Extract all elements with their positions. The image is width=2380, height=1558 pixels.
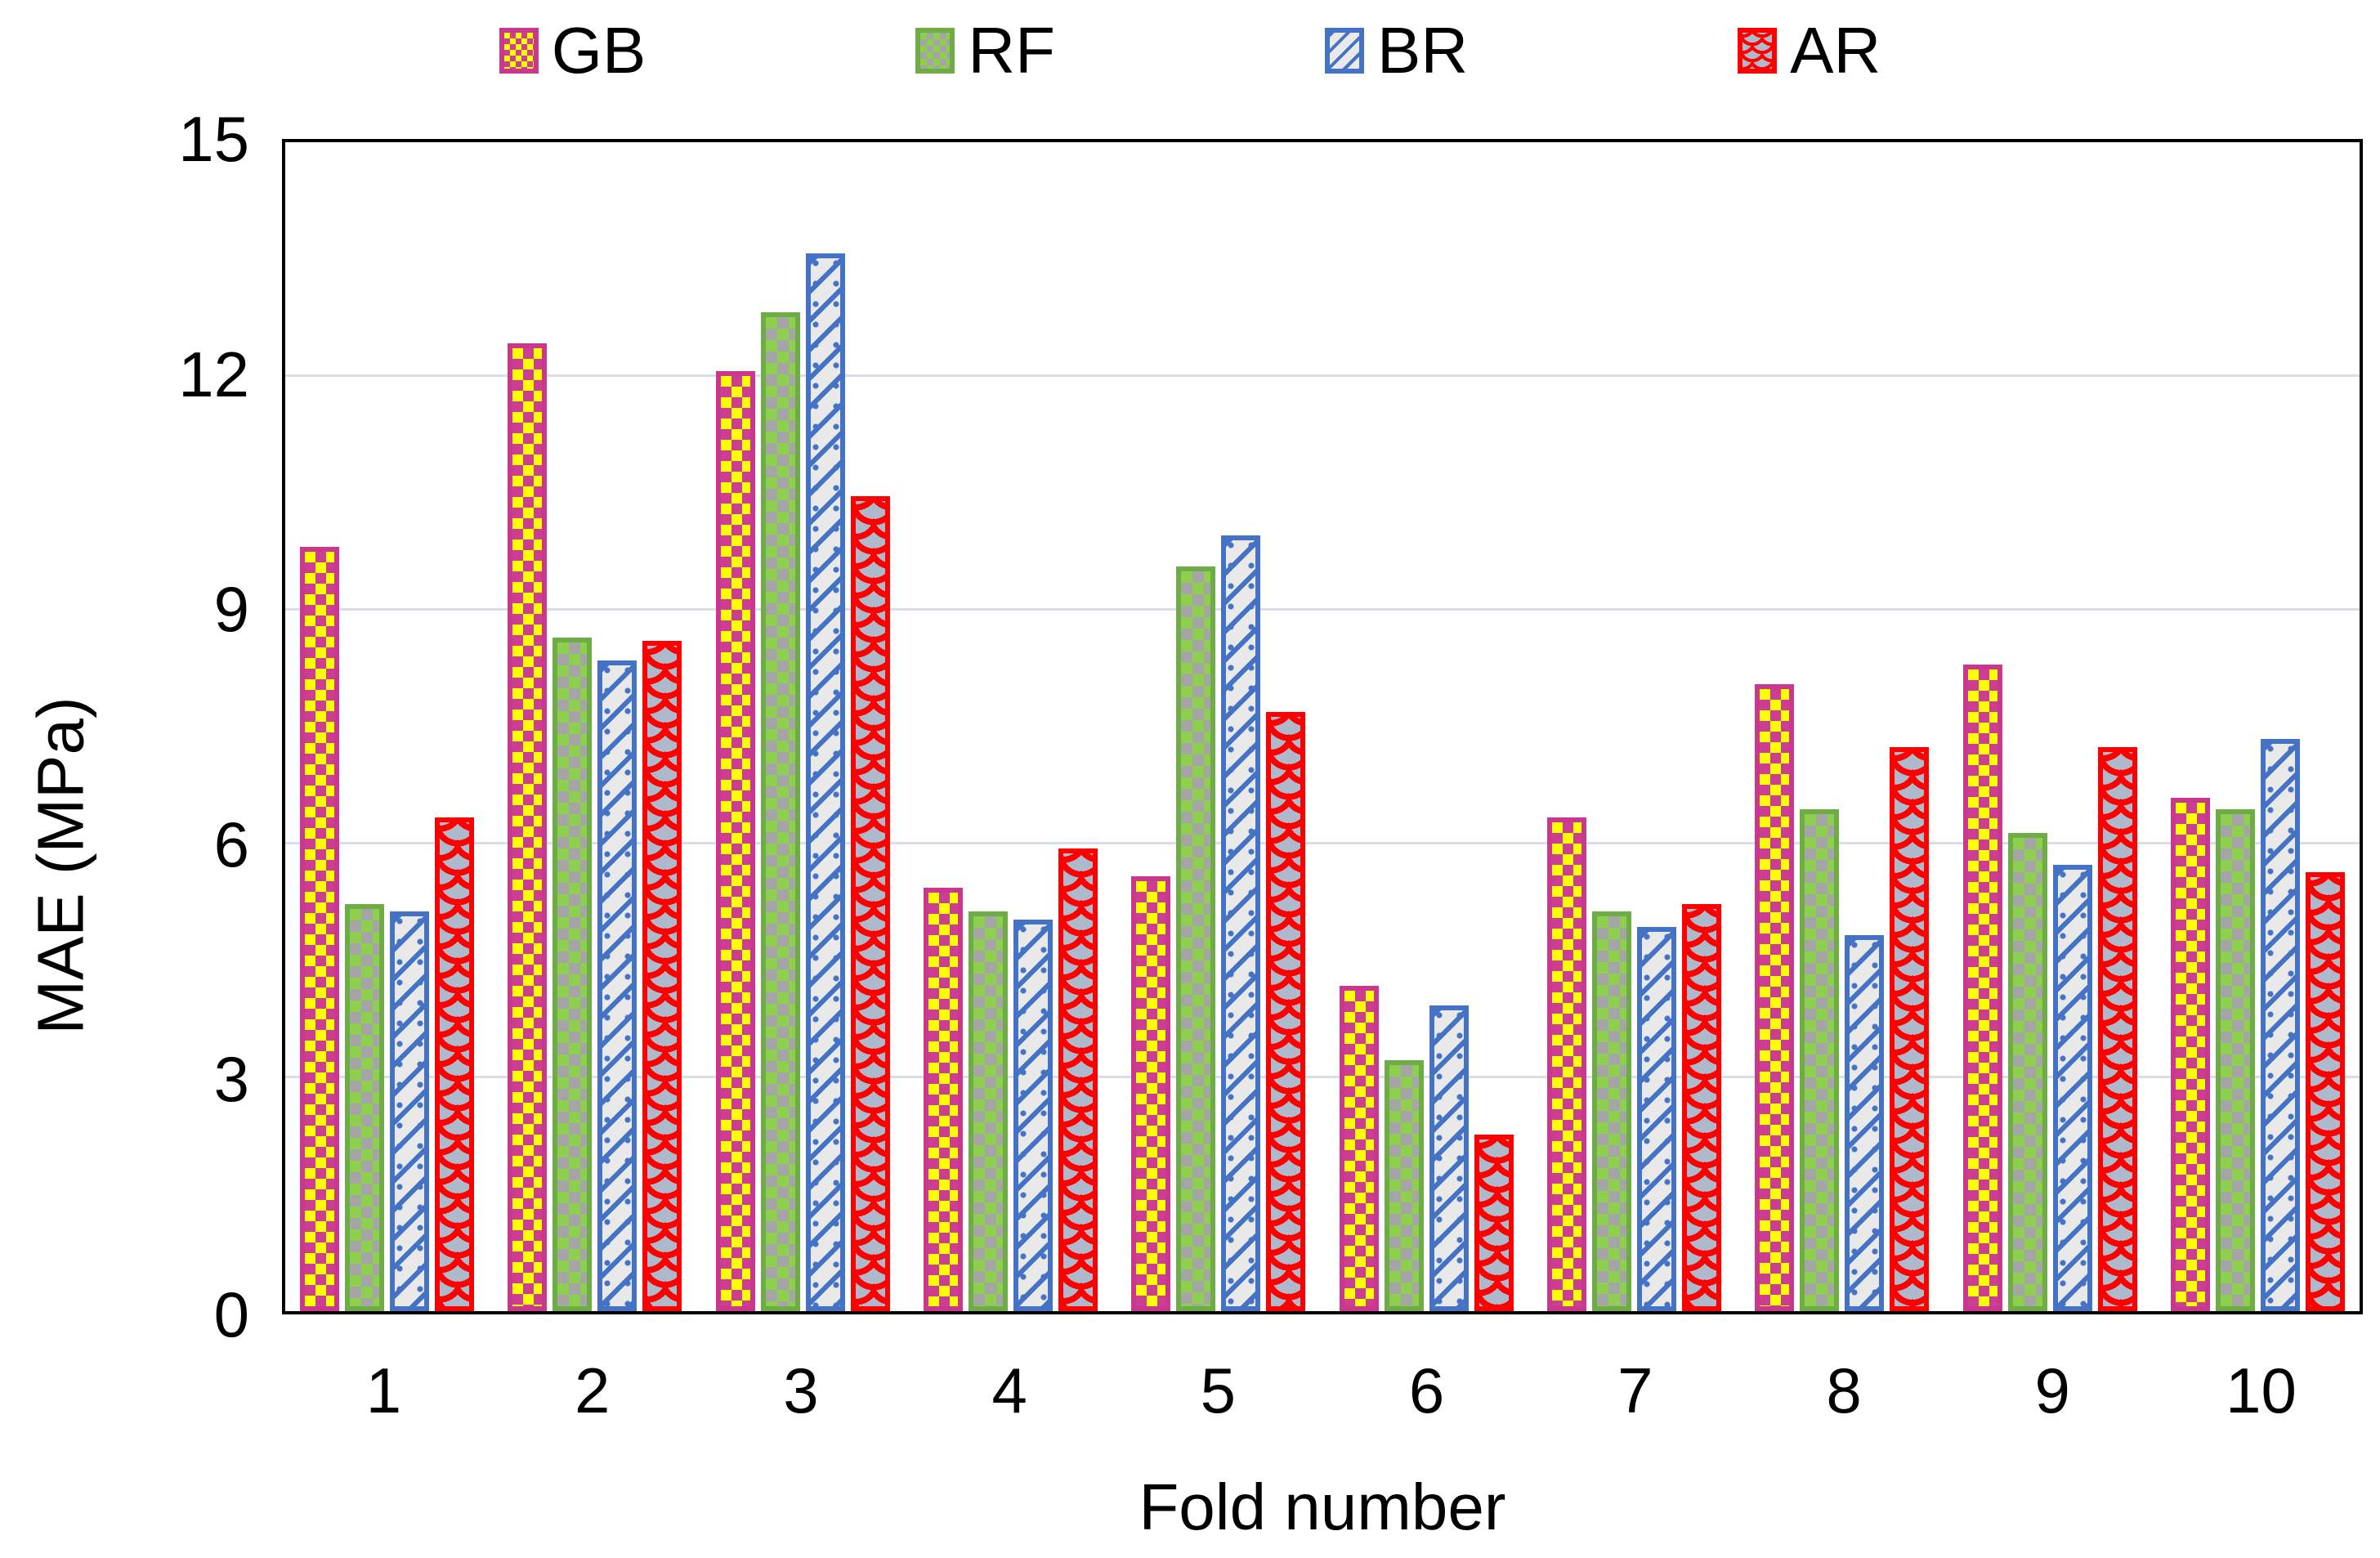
bar-rf-fold-1: [345, 903, 384, 1311]
x-axis-ticks: 1 2 3 4 5 6 7 8 9 10: [282, 1354, 2363, 1427]
y-tick-3: 3: [213, 1043, 249, 1116]
gridline-9: [285, 608, 2360, 611]
bar-group-5: [1131, 142, 1306, 1311]
bar-ar-fold-6: [1474, 1135, 1514, 1311]
bar-br-fold-2: [597, 660, 638, 1311]
bar-group-4: [923, 142, 1098, 1311]
bar-ar-fold-7: [1681, 903, 1721, 1311]
bar-gb-fold-1: [300, 547, 339, 1311]
x-axis-title: Fold number: [1139, 1471, 1506, 1543]
legend-label-ar: AR: [1790, 14, 1881, 87]
bar-rf-fold-8: [1800, 809, 1840, 1311]
bar-rf-fold-6: [1384, 1060, 1424, 1311]
x-tick-2: 2: [575, 1354, 611, 1426]
bar-rf-fold-7: [1591, 911, 1631, 1311]
bar-group-1: [300, 142, 474, 1311]
x-tick-3: 3: [783, 1354, 819, 1426]
bar-gb-fold-10: [2170, 798, 2210, 1311]
y-tick-6: 6: [213, 808, 249, 880]
x-tick-5: 5: [1200, 1354, 1237, 1426]
y-tick-12: 12: [178, 338, 249, 410]
x-tick-9: 9: [2034, 1354, 2070, 1426]
bar-rf-fold-3: [760, 311, 800, 1311]
bar-br-fold-8: [1845, 934, 1885, 1311]
y-axis-title-wrap: MAE (MPa): [0, 139, 123, 1314]
bar-group-10: [2170, 142, 2345, 1311]
bar-rf-fold-9: [2007, 833, 2047, 1311]
bar-rf-fold-2: [552, 637, 593, 1311]
bar-ar-fold-5: [1266, 711, 1306, 1311]
bar-gb-fold-4: [923, 888, 963, 1311]
legend-swatch-br-icon: [1324, 28, 1364, 74]
bar-group-9: [1962, 142, 2137, 1311]
bar-br-fold-7: [1636, 927, 1676, 1311]
bar-gb-fold-5: [1131, 875, 1171, 1311]
bar-gb-fold-3: [715, 370, 755, 1311]
bar-ar-fold-8: [1890, 746, 1930, 1311]
bar-br-fold-9: [2052, 864, 2092, 1311]
bar-br-fold-4: [1013, 919, 1053, 1311]
bar-rf-fold-4: [968, 911, 1008, 1311]
bar-group-3: [715, 142, 890, 1311]
gridline-3: [285, 1076, 2360, 1078]
bar-gb-fold-2: [508, 343, 548, 1311]
y-tick-0: 0: [213, 1278, 249, 1350]
bar-br-fold-1: [390, 911, 429, 1311]
bar-br-fold-6: [1429, 1005, 1469, 1311]
bar-gb-fold-8: [1755, 684, 1795, 1311]
bar-ar-fold-2: [642, 641, 682, 1311]
bar-group-2: [508, 142, 682, 1311]
plot-area: [282, 139, 2363, 1314]
bar-rf-fold-5: [1176, 566, 1216, 1311]
bar-groups: [285, 142, 2360, 1311]
legend-swatch-gb-icon: [499, 28, 539, 74]
legend: GB RF BR AR: [0, 16, 2380, 85]
bar-ar-fold-3: [850, 496, 890, 1311]
bar-br-fold-3: [805, 253, 845, 1311]
legend-swatch-rf-icon: [915, 28, 955, 74]
x-tick-10: 10: [2226, 1354, 2297, 1426]
bar-group-6: [1339, 142, 1514, 1311]
bar-gb-fold-9: [1962, 665, 2002, 1311]
bar-group-7: [1546, 142, 1721, 1311]
bar-br-fold-10: [2260, 739, 2300, 1311]
legend-swatch-ar-icon: [1738, 28, 1778, 74]
legend-label-rf: RF: [968, 14, 1055, 87]
bar-gb-fold-7: [1546, 817, 1586, 1311]
x-tick-6: 6: [1408, 1354, 1445, 1426]
x-tick-4: 4: [991, 1354, 1027, 1426]
bar-ar-fold-10: [2305, 872, 2345, 1311]
x-tick-1: 1: [365, 1354, 402, 1426]
gridline-6: [285, 842, 2360, 844]
bar-br-fold-5: [1221, 535, 1261, 1311]
gridline-12: [285, 374, 2360, 377]
y-tick-15: 15: [178, 103, 249, 175]
bar-rf-fold-10: [2215, 809, 2255, 1311]
legend-item-rf: RF: [915, 16, 1055, 85]
y-tick-9: 9: [213, 573, 249, 646]
x-tick-8: 8: [1826, 1354, 1862, 1426]
legend-label-gb: GB: [551, 14, 646, 87]
legend-label-br: BR: [1376, 14, 1469, 87]
x-tick-7: 7: [1617, 1354, 1653, 1426]
legend-item-br: BR: [1324, 14, 1469, 87]
bar-gb-fold-6: [1339, 986, 1379, 1311]
bar-ar-fold-1: [435, 817, 474, 1311]
bar-ar-fold-9: [2097, 746, 2137, 1311]
legend-item-ar: AR: [1738, 16, 1881, 85]
bar-ar-fold-4: [1058, 848, 1098, 1311]
legend-item-gb: GB: [499, 16, 646, 85]
bar-group-8: [1755, 142, 1930, 1311]
